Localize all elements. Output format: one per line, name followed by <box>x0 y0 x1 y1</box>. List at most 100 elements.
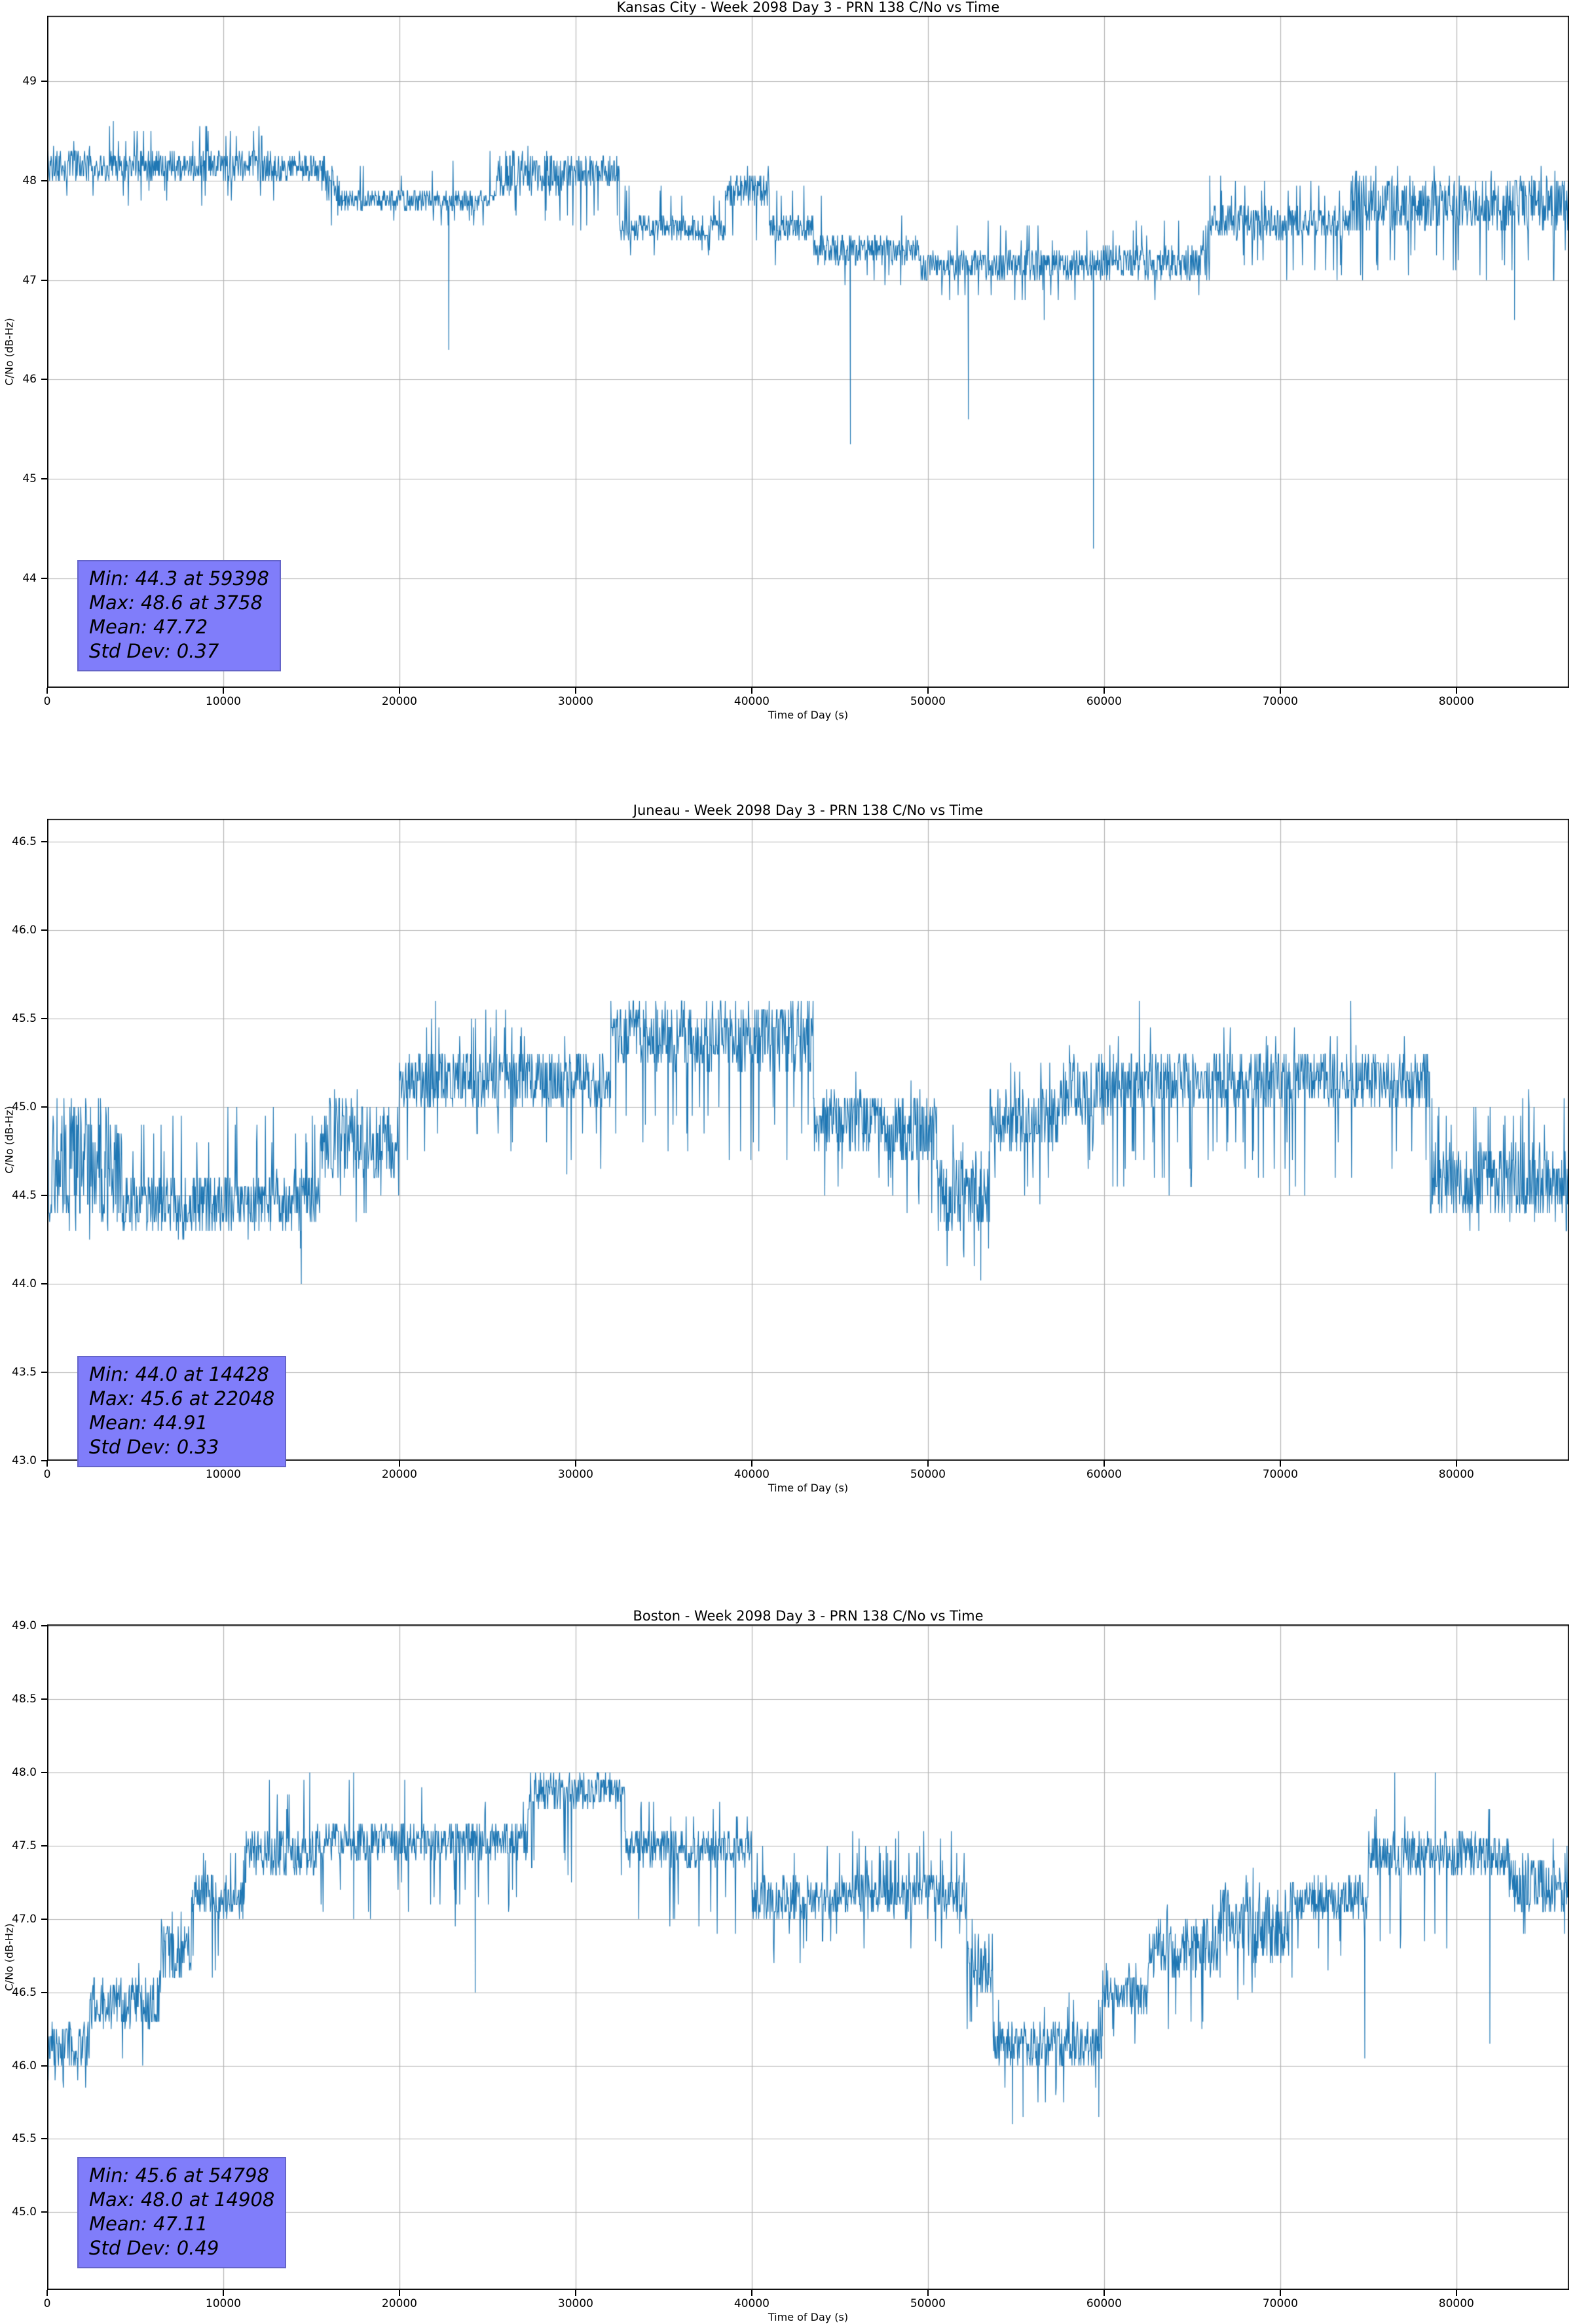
x-tick-label: 0 <box>43 695 51 708</box>
x-tick-mark <box>927 688 929 694</box>
plot-canvas <box>47 819 1569 1461</box>
x-tick-label: 0 <box>43 2297 51 2310</box>
x-tick-label: 40000 <box>733 2297 770 2310</box>
x-tick-label: 20000 <box>381 1468 417 1481</box>
stats-box: Min: 45.6 at 54798 Max: 48.0 at 14908 Me… <box>77 2157 287 2268</box>
y-tick-mark <box>41 1283 47 1285</box>
y-tick-mark <box>41 1845 47 1846</box>
chart-title: Kansas City - Week 2098 Day 3 - PRN 138 … <box>616 0 1000 15</box>
plot-canvas <box>47 1624 1569 2290</box>
y-tick-label: 46 <box>22 373 37 386</box>
x-tick-mark <box>1455 688 1457 694</box>
x-tick-mark <box>751 1461 752 1467</box>
y-tick-mark <box>41 2065 47 2067</box>
y-tick-label: 49 <box>22 75 37 88</box>
y-tick-label: 46.0 <box>12 924 37 937</box>
x-tick-mark <box>574 1461 576 1467</box>
y-tick-mark <box>41 1918 47 1920</box>
x-tick-label: 40000 <box>733 695 770 708</box>
x-tick-label: 0 <box>43 1468 51 1481</box>
y-tick-mark <box>41 1772 47 1774</box>
y-tick-mark <box>41 379 47 381</box>
stats-line-min: Min: 45.6 at 54798 <box>89 2164 269 2186</box>
y-tick-label: 47 <box>22 273 37 287</box>
stats-line-max: Max: 48.0 at 14908 <box>89 2188 275 2211</box>
x-tick-mark <box>1279 688 1281 694</box>
y-tick-label: 47.0 <box>12 1912 37 1926</box>
chart-title: Juneau - Week 2098 Day 3 - PRN 138 C/No … <box>633 802 984 818</box>
x-tick-label: 60000 <box>1086 695 1122 708</box>
x-tick-mark <box>1279 2290 1281 2296</box>
x-tick-mark <box>1279 1461 1281 1467</box>
y-tick-label: 45 <box>22 472 37 486</box>
x-tick-label: 10000 <box>205 695 242 708</box>
x-tick-mark <box>1455 1461 1457 1467</box>
stats-line-std: Std Dev: 0.37 <box>89 640 219 662</box>
x-tick-mark <box>46 688 48 694</box>
y-tick-mark <box>41 929 47 931</box>
stats-line-std: Std Dev: 0.49 <box>89 2237 219 2259</box>
x-tick-label: 30000 <box>557 2297 593 2310</box>
x-tick-label: 20000 <box>381 695 417 708</box>
y-tick-mark <box>41 1018 47 1020</box>
x-tick-mark <box>1455 2290 1457 2296</box>
y-tick-label: 46.5 <box>12 1985 37 1999</box>
x-tick-mark <box>927 2290 929 2296</box>
x-tick-label: 50000 <box>910 695 946 708</box>
stats-line-mean: Mean: 44.91 <box>89 1412 208 1434</box>
x-tick-label: 10000 <box>205 2297 242 2310</box>
x-tick-label: 70000 <box>1262 695 1298 708</box>
y-tick-label: 44 <box>22 572 37 586</box>
x-tick-label: 80000 <box>1438 2297 1474 2310</box>
x-tick-mark <box>927 1461 929 1467</box>
x-tick-label: 70000 <box>1262 1468 1298 1481</box>
y-tick-label: 49.0 <box>12 1619 37 1633</box>
x-tick-mark <box>398 2290 400 2296</box>
x-tick-label: 30000 <box>557 695 593 708</box>
x-tick-mark <box>222 688 224 694</box>
y-tick-label: 46.0 <box>12 2059 37 2072</box>
y-tick-label: 45.5 <box>12 2132 37 2146</box>
y-tick-label: 48.5 <box>12 1693 37 1706</box>
plot-canvas <box>47 16 1569 688</box>
y-tick-mark <box>41 1372 47 1373</box>
y-tick-label: 43.0 <box>12 1454 37 1467</box>
x-tick-label: 30000 <box>557 1468 593 1481</box>
y-tick-label: 45.0 <box>12 2205 37 2219</box>
stats-line-mean: Mean: 47.11 <box>89 2213 208 2235</box>
y-tick-mark <box>41 279 47 281</box>
y-tick-mark <box>41 578 47 580</box>
y-tick-mark <box>41 1625 47 1627</box>
x-tick-label: 40000 <box>733 1468 770 1481</box>
y-tick-label: 44.5 <box>12 1189 37 1203</box>
stats-line-min: Min: 44.3 at 59398 <box>89 567 269 590</box>
y-tick-mark <box>41 1106 47 1108</box>
x-tick-mark <box>398 688 400 694</box>
stats-box: Min: 44.3 at 59398 Max: 48.6 at 3758 Mea… <box>77 560 281 671</box>
y-tick-mark <box>41 81 47 83</box>
plot-region: C/No (dB-Hz) 44 45 46 47 48 49 0 10000 20000 300… <box>3 16 1569 721</box>
y-tick-mark <box>41 1460 47 1461</box>
x-axis-label: Time of Day (s) <box>768 709 849 721</box>
chart-title: Boston - Week 2098 Day 3 - PRN 138 C/No … <box>633 1608 984 1624</box>
x-tick-label: 50000 <box>910 1468 946 1481</box>
stats-line-std: Std Dev: 0.33 <box>89 1436 219 1458</box>
x-tick-mark <box>574 2290 576 2296</box>
x-tick-mark <box>46 2290 48 2296</box>
x-tick-mark <box>751 2290 752 2296</box>
x-tick-mark <box>1103 2290 1105 2296</box>
x-tick-label: 20000 <box>381 2297 417 2310</box>
y-tick-mark <box>41 1698 47 1700</box>
x-tick-mark <box>46 1461 48 1467</box>
y-tick-label: 46.5 <box>12 835 37 849</box>
x-tick-label: 70000 <box>1262 2297 1298 2310</box>
plot-region: C/No (dB-Hz) 43.0 43.5 44.0 44.5 45.0 45.5 46.… <box>3 819 1569 1494</box>
x-tick-label: 10000 <box>205 1468 242 1481</box>
y-axis-label: C/No (dB-Hz) <box>3 1106 16 1174</box>
x-tick-label: 50000 <box>910 2297 946 2310</box>
y-tick-mark <box>41 2211 47 2213</box>
stats-line-max: Max: 48.6 at 3758 <box>89 591 263 614</box>
stats-box: Min: 44.0 at 14428 Max: 45.6 at 22048 Me… <box>77 1356 287 1467</box>
stats-line-max: Max: 45.6 at 22048 <box>89 1387 275 1410</box>
